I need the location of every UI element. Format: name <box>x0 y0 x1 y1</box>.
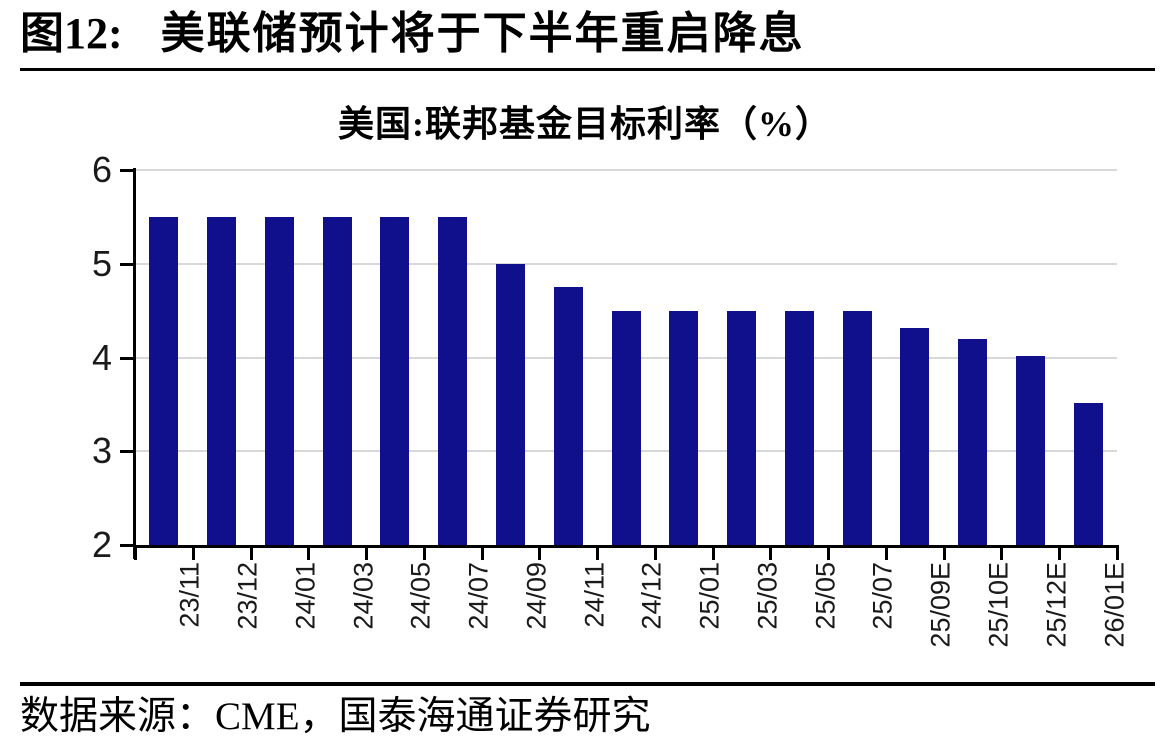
bar-23/12 <box>207 216 237 545</box>
bar-23/11 <box>149 216 179 545</box>
bar-25/01 <box>669 310 699 545</box>
x-axis-label-text: 23/12 <box>232 562 263 630</box>
y-tick-3 <box>120 450 135 454</box>
x-tick-13 <box>884 547 888 560</box>
x-tick-6 <box>480 547 484 560</box>
x-axis-label-text: 25/01 <box>694 562 725 630</box>
x-axis-label-text: 25/10E <box>983 562 1014 648</box>
x-tick-11 <box>769 547 773 560</box>
y-axis-label-4: 4 <box>91 336 112 378</box>
x-axis-label-text: 25/09E <box>925 562 956 648</box>
x-tick-7 <box>538 547 542 560</box>
bar-25/03 <box>727 310 757 545</box>
x-axis-label-text: 25/05 <box>810 562 841 630</box>
bar-24/03 <box>322 216 352 545</box>
bar-24/07 <box>438 216 468 545</box>
x-axis-label-text: 24/05 <box>405 562 436 630</box>
bar-24/01 <box>264 216 294 545</box>
gridline-y-5 <box>135 262 1117 265</box>
y-axis-line <box>133 168 136 559</box>
bar-24/05 <box>380 216 410 545</box>
x-axis-label-text: 24/12 <box>637 562 667 630</box>
x-tick-8 <box>596 547 600 560</box>
y-axis-label-6: 6 <box>91 149 112 190</box>
y-tick-5 <box>120 262 135 266</box>
x-axis-label-text: 25/03 <box>752 562 783 630</box>
x-axis-label-text: 25/07 <box>868 562 899 630</box>
gridline-y-6 <box>135 169 1117 171</box>
x-tick-10 <box>711 547 715 560</box>
bar-24/11 <box>553 287 583 545</box>
x-tick-0 <box>134 547 137 560</box>
x-tick-1 <box>191 547 195 560</box>
chart-title: 美国:联邦基金目标利率（%） <box>338 104 832 144</box>
y-axis-label-3: 3 <box>91 430 112 472</box>
x-tick-17 <box>1116 547 1119 560</box>
x-axis-label-text: 24/09 <box>521 562 552 630</box>
x-tick-2 <box>249 547 253 560</box>
x-axis-label-text: 24/03 <box>348 562 379 630</box>
bar-25/10E <box>958 338 988 545</box>
x-tick-3 <box>307 547 311 560</box>
figure-header: 图12: 美联储预计将于下半年重启降息 <box>20 6 1155 62</box>
x-tick-15 <box>1000 547 1004 560</box>
x-axis-label-text: 24/07 <box>463 562 494 630</box>
y-axis-label-5: 5 <box>91 242 112 284</box>
data-source-note: 数据来源：CME，国泰海通证券研究 <box>20 695 651 738</box>
bar-24/09 <box>495 263 525 545</box>
figure-number-label: 图12: <box>20 9 123 58</box>
y-axis-label-2: 2 <box>91 524 112 565</box>
figure-title: 美联储预计将于下半年重启降息 <box>160 9 805 58</box>
x-tick-12 <box>827 547 831 560</box>
bar-24/12 <box>611 310 641 545</box>
y-tick-4 <box>120 356 135 360</box>
x-axis-label-text: 25/12E <box>1041 562 1072 648</box>
top-divider-rule <box>20 68 1155 71</box>
y-tick-2 <box>120 544 135 547</box>
x-tick-5 <box>422 547 426 560</box>
bar-25/05 <box>784 310 814 545</box>
x-axis-label-text: 24/01 <box>290 562 321 630</box>
bottom-divider-rule <box>20 682 1155 686</box>
bar-25/07 <box>842 310 872 545</box>
x-axis-label-text: 24/11 <box>579 562 610 628</box>
x-tick-16 <box>1058 547 1062 560</box>
x-tick-14 <box>942 547 946 560</box>
bar-25/12E <box>1015 355 1045 545</box>
x-axis-line <box>133 545 1119 548</box>
x-tick-9 <box>653 547 657 560</box>
bar-26/01E <box>1073 402 1103 545</box>
bar-25/09E <box>900 327 930 545</box>
x-axis-label-text: 23/11 <box>174 562 205 628</box>
x-axis-label-text: 26/01E <box>1099 562 1130 648</box>
x-tick-4 <box>365 547 369 560</box>
y-tick-6 <box>120 169 135 172</box>
